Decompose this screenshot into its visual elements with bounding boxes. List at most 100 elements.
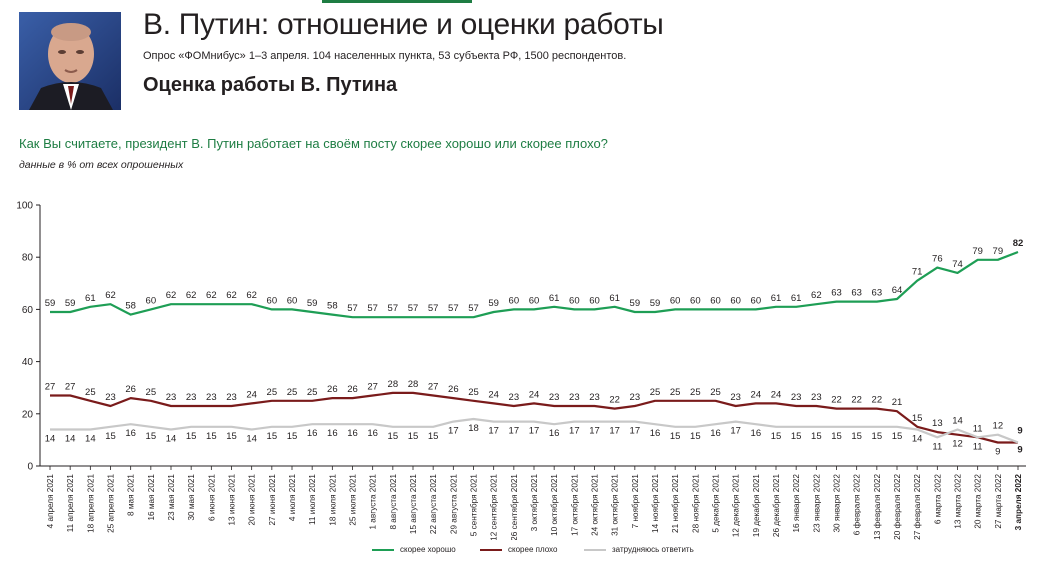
good-data-label: 60 — [730, 295, 741, 306]
bad-data-label: 27 — [367, 382, 378, 393]
good-data-label: 82 — [1013, 238, 1024, 249]
hard-data-label: 11 — [932, 441, 942, 452]
hard-data-label: 17 — [448, 426, 459, 437]
hard-data-label: 15 — [146, 431, 157, 442]
x-tick-label: 27 июня 2021 — [268, 474, 277, 526]
good-data-label: 60 — [589, 295, 600, 306]
bad-data-label: 23 — [569, 392, 580, 403]
x-tick-label: 30 января 2022 — [833, 474, 842, 533]
x-tick-label: 18 апреля 2021 — [86, 474, 95, 533]
legend-label-bad: скорее плохо — [508, 545, 558, 554]
legend-item-good: скорее хорошо — [372, 545, 456, 554]
x-tick-label: 4 июля 2021 — [288, 474, 297, 522]
x-tick-label: 13 марта 2022 — [954, 474, 963, 529]
good-data-label: 60 — [569, 295, 580, 306]
bad-data-label: 27 — [428, 382, 439, 393]
hard-data-label: 15 — [105, 431, 116, 442]
good-data-label: 60 — [710, 295, 721, 306]
legend-swatch-bad — [480, 548, 502, 551]
x-tick-label: 17 октября 2021 — [570, 474, 579, 536]
bad-data-label: 25 — [468, 387, 479, 398]
good-data-label: 57 — [428, 303, 439, 314]
y-tick-label: 0 — [27, 462, 33, 473]
hard-data-label: 15 — [287, 431, 298, 442]
good-data-label: 58 — [125, 301, 136, 312]
bad-data-label: 22 — [851, 395, 862, 406]
hard-data-label: 17 — [488, 426, 499, 437]
hard-series-line — [50, 417, 1019, 444]
good-series-line — [50, 250, 1019, 319]
good-data-label: 61 — [791, 293, 802, 304]
top-accent-bar — [322, 0, 472, 3]
hard-data-label: 15 — [267, 431, 278, 442]
bad-data-label: 23 — [791, 392, 802, 403]
bad-data-label: 22 — [831, 395, 842, 406]
good-data-label: 61 — [609, 293, 620, 304]
bad-data-label: 23 — [166, 392, 177, 403]
hard-data-label: 15 — [670, 431, 681, 442]
x-tick-label: 20 июня 2021 — [248, 474, 257, 526]
bad-data-label: 12 — [952, 439, 963, 450]
bad-data-label: 25 — [267, 387, 278, 398]
bad-data-label: 25 — [690, 387, 701, 398]
good-data-label: 57 — [388, 303, 399, 314]
good-data-label: 58 — [327, 301, 338, 312]
y-tick-label: 100 — [16, 201, 33, 212]
bad-data-label: 15 — [912, 413, 923, 424]
hard-data-label: 16 — [367, 428, 378, 439]
hard-data-label: 17 — [630, 426, 641, 437]
good-data-label: 62 — [166, 290, 177, 301]
x-tick-label: 16 мая 2021 — [147, 474, 156, 521]
x-tick-label: 29 августа 2021 — [449, 474, 458, 535]
x-tick-label: 21 ноября 2021 — [671, 474, 680, 533]
bad-data-label: 26 — [347, 384, 358, 395]
bad-data-label: 23 — [206, 392, 217, 403]
hard-data-label: 17 — [529, 426, 540, 437]
x-tick-label: 13 февраля 2022 — [873, 474, 882, 540]
hard-data-label: 16 — [650, 428, 661, 439]
data-note: данные в % от всех опрошенных — [19, 159, 184, 171]
bad-series-line — [50, 391, 1018, 444]
x-tick-label: 23 мая 2021 — [167, 474, 176, 521]
legend-item-hard: затрудняюсь ответить — [584, 545, 694, 554]
x-tick-label: 15 августа 2021 — [409, 474, 418, 535]
x-tick-label: 12 сентября 2021 — [490, 474, 499, 540]
good-data-label: 57 — [408, 303, 419, 314]
x-tick-label: 6 июня 2021 — [207, 474, 216, 521]
good-data-label: 63 — [831, 288, 842, 299]
x-tick-label: 4 апреля 2021 — [46, 474, 55, 529]
bad-data-label: 28 — [388, 379, 399, 390]
hard-data-label: 16 — [125, 428, 136, 439]
y-tick-label: 60 — [22, 305, 34, 316]
hard-data-label: 15 — [791, 431, 802, 442]
bad-data-label: 22 — [872, 395, 883, 406]
x-tick-label: 22 августа 2021 — [429, 474, 438, 535]
good-data-label: 79 — [972, 246, 983, 257]
hard-data-label: 17 — [509, 426, 520, 437]
good-data-label: 59 — [488, 298, 499, 309]
hard-data-label: 15 — [851, 431, 862, 442]
survey-question: Как Вы считаете, президент В. Путин рабо… — [19, 136, 608, 151]
x-tick-label: 3 октября 2021 — [530, 474, 539, 532]
hard-data-label: 15 — [428, 431, 439, 442]
x-tick-label: 16 января 2022 — [792, 474, 801, 533]
good-data-label: 64 — [892, 285, 903, 296]
hard-data-label: 15 — [811, 431, 822, 442]
hard-data-label: 18 — [468, 423, 479, 434]
good-data-label: 57 — [448, 303, 459, 314]
chart-legend: скорее хорошо скорее плохо затрудняюсь о… — [0, 545, 1045, 561]
x-tick-label: 27 февраля 2022 — [913, 474, 922, 540]
x-tick-label: 30 мая 2021 — [187, 474, 196, 521]
bad-data-label: 23 — [186, 392, 197, 403]
x-tick-label: 11 апреля 2021 — [66, 474, 75, 533]
good-data-label: 57 — [468, 303, 479, 314]
bad-data-label: 24 — [751, 389, 762, 400]
y-tick-label: 80 — [22, 253, 34, 264]
x-tick-label: 25 апреля 2021 — [107, 474, 116, 533]
legend-label-good: скорее хорошо — [400, 545, 456, 554]
good-data-label: 62 — [226, 290, 237, 301]
hard-data-label: 14 — [912, 433, 923, 444]
bad-data-label: 24 — [771, 389, 782, 400]
x-tick-label: 24 октября 2021 — [591, 474, 600, 536]
hard-data-label: 15 — [408, 431, 419, 442]
